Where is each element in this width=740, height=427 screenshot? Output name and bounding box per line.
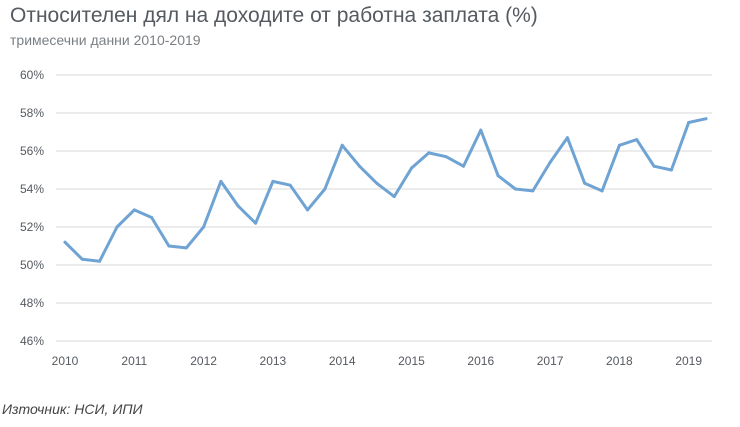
x-tick-label: 2017 [537,354,564,368]
data-point [63,240,67,244]
x-tick-label: 2018 [606,354,633,368]
data-point [617,143,621,147]
data-point [565,136,569,140]
y-tick-label: 50% [20,258,44,272]
data-point [479,128,483,132]
data-point [340,143,344,147]
data-point [687,121,691,124]
chart-subtitle: тримесечни данни 2010-2019 [10,32,201,48]
y-tick-label: 46% [20,334,44,348]
data-point [271,179,275,183]
data-point [461,164,465,168]
data-point [583,181,587,185]
data-point [548,160,552,164]
data-point [184,246,188,250]
y-axis-ticks: 60% 58% 56% 54% 52% 50% 48% 46% [20,68,44,348]
data-point [704,117,708,121]
x-tick-label: 2013 [260,354,287,368]
data-point [375,181,379,185]
source-note: Източник: НСИ, ИПИ [2,401,143,417]
data-point [669,168,673,172]
data-point [254,221,258,225]
data-point [236,204,240,208]
x-tick-label: 2010 [52,354,79,368]
chart-title: Относителен дял на доходите от работна з… [10,4,538,27]
y-tick-label: 54% [20,182,44,196]
data-point [115,225,119,229]
data-point [409,166,413,170]
x-tick-label: 2019 [675,354,702,368]
data-point [358,164,362,168]
y-tick-label: 52% [20,220,44,234]
data-point [427,151,431,155]
data-point [150,216,154,219]
data-point [323,187,327,191]
data-point [80,257,84,261]
series-line [63,117,708,263]
data-point [444,155,448,159]
y-tick-label: 48% [20,296,44,310]
data-point [652,164,656,168]
series-layer [63,117,708,263]
data-point [513,187,517,191]
x-axis-ticks: 2010 2011 2012 2013 2014 2015 2016 2017 2018 2019 [52,354,703,368]
y-tick-label: 58% [20,106,44,120]
x-tick-label: 2015 [398,354,425,368]
y-tick-label: 56% [20,144,44,158]
data-point [219,179,223,183]
data-point [392,195,396,199]
data-point [132,208,136,212]
data-point [496,174,500,178]
x-tick-label: 2014 [329,354,356,368]
gridlines [56,74,712,342]
y-tick-label: 60% [20,68,44,82]
data-point [167,244,171,248]
x-tick-label: 2012 [190,354,217,368]
data-point [531,189,535,193]
data-point [600,189,604,193]
data-point [288,183,292,187]
data-point [306,208,310,212]
x-tick-label: 2011 [121,354,147,368]
data-points [63,117,708,263]
line-chart: 60%58%56%54%52%50%48%46% 2010 2011 2012 201… [20,68,712,368]
x-tick-label: 2016 [467,354,494,368]
data-point [635,138,639,142]
data-point [98,259,102,263]
data-point [202,225,206,229]
